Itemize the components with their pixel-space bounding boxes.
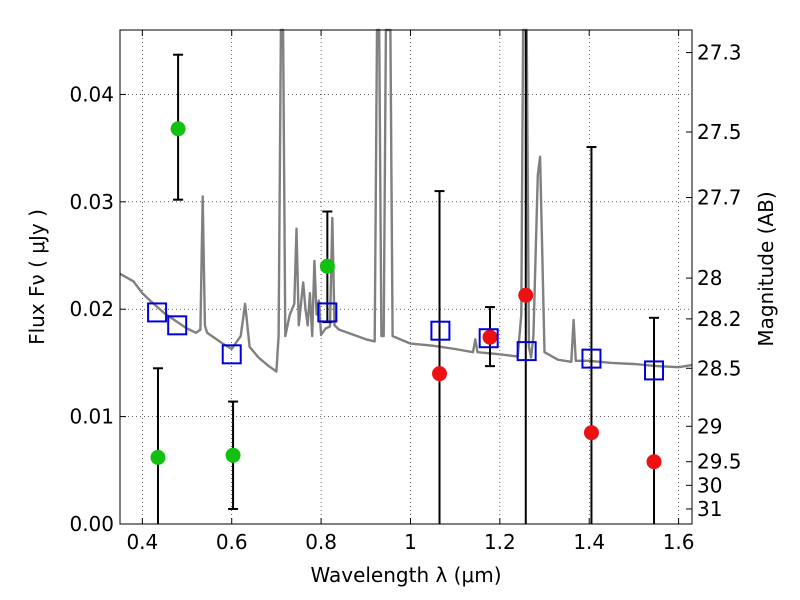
model-spectrum: [119, 28, 693, 373]
blue-square-point: [317, 302, 338, 323]
red-point: [518, 287, 534, 303]
blue-square-point: [167, 315, 188, 336]
y2-tick-label: 28: [697, 266, 722, 290]
green-point: [225, 447, 241, 463]
green-point: [150, 449, 166, 465]
grid-lines: [120, 30, 692, 525]
x-tick-label: 0.6: [216, 530, 248, 554]
y2-tick-label: 27.3: [697, 41, 742, 65]
data-markers: [147, 121, 665, 470]
axis-ticks: 0.4 0.6 0.8 1 1.2 1.4 1.6 0.00 0.01 0.02 0.03 0.04 2…: [69, 30, 742, 554]
y-tick-label: 0.00: [69, 512, 114, 536]
y-tick-label: 0.02: [69, 297, 114, 321]
y-tick-label: 0.04: [69, 82, 114, 106]
blue-square-point: [221, 344, 242, 365]
y2-tick-label: 31: [697, 497, 722, 521]
blue-square-point: [430, 320, 451, 341]
spectrum-line: [119, 28, 693, 373]
x-tick-label: 0.4: [126, 530, 158, 554]
red-point: [482, 329, 498, 345]
y-axis-label: Flux Fν ( μJy ): [25, 209, 49, 345]
green-point: [319, 258, 335, 274]
blue-square-point: [581, 348, 602, 369]
x-axis-label: Wavelength λ (μm): [310, 563, 501, 587]
y-tick-label: 0.03: [69, 190, 114, 214]
blue-square-point: [478, 328, 499, 349]
x-tick-label: 1.6: [663, 530, 695, 554]
red-point: [646, 454, 662, 470]
blue-square-point: [147, 302, 168, 323]
y2-tick-label: 27.5: [697, 120, 742, 144]
y2-tick-label: 29.5: [697, 450, 742, 474]
y2-axis-label: Magnitude (AB): [754, 191, 778, 346]
plot-frame: [119, 29, 693, 525]
y2-tick-label: 27.7: [697, 186, 742, 210]
y2-tick-label: 30: [697, 473, 722, 497]
y2-tick-label: 28.5: [697, 356, 742, 380]
x-tick-label: 1: [404, 530, 417, 554]
blue-square-point: [644, 360, 665, 381]
x-tick-label: 1.4: [573, 530, 605, 554]
green-point: [170, 121, 186, 137]
red-point: [432, 366, 448, 382]
x-tick-label: 0.8: [305, 530, 337, 554]
y2-tick-label: 29: [697, 414, 722, 438]
y2-tick-label: 28.2: [697, 307, 742, 331]
x-tick-label: 1.2: [484, 530, 516, 554]
blue-square-point: [516, 341, 537, 362]
red-point: [583, 425, 599, 441]
y-tick-label: 0.01: [69, 405, 114, 429]
